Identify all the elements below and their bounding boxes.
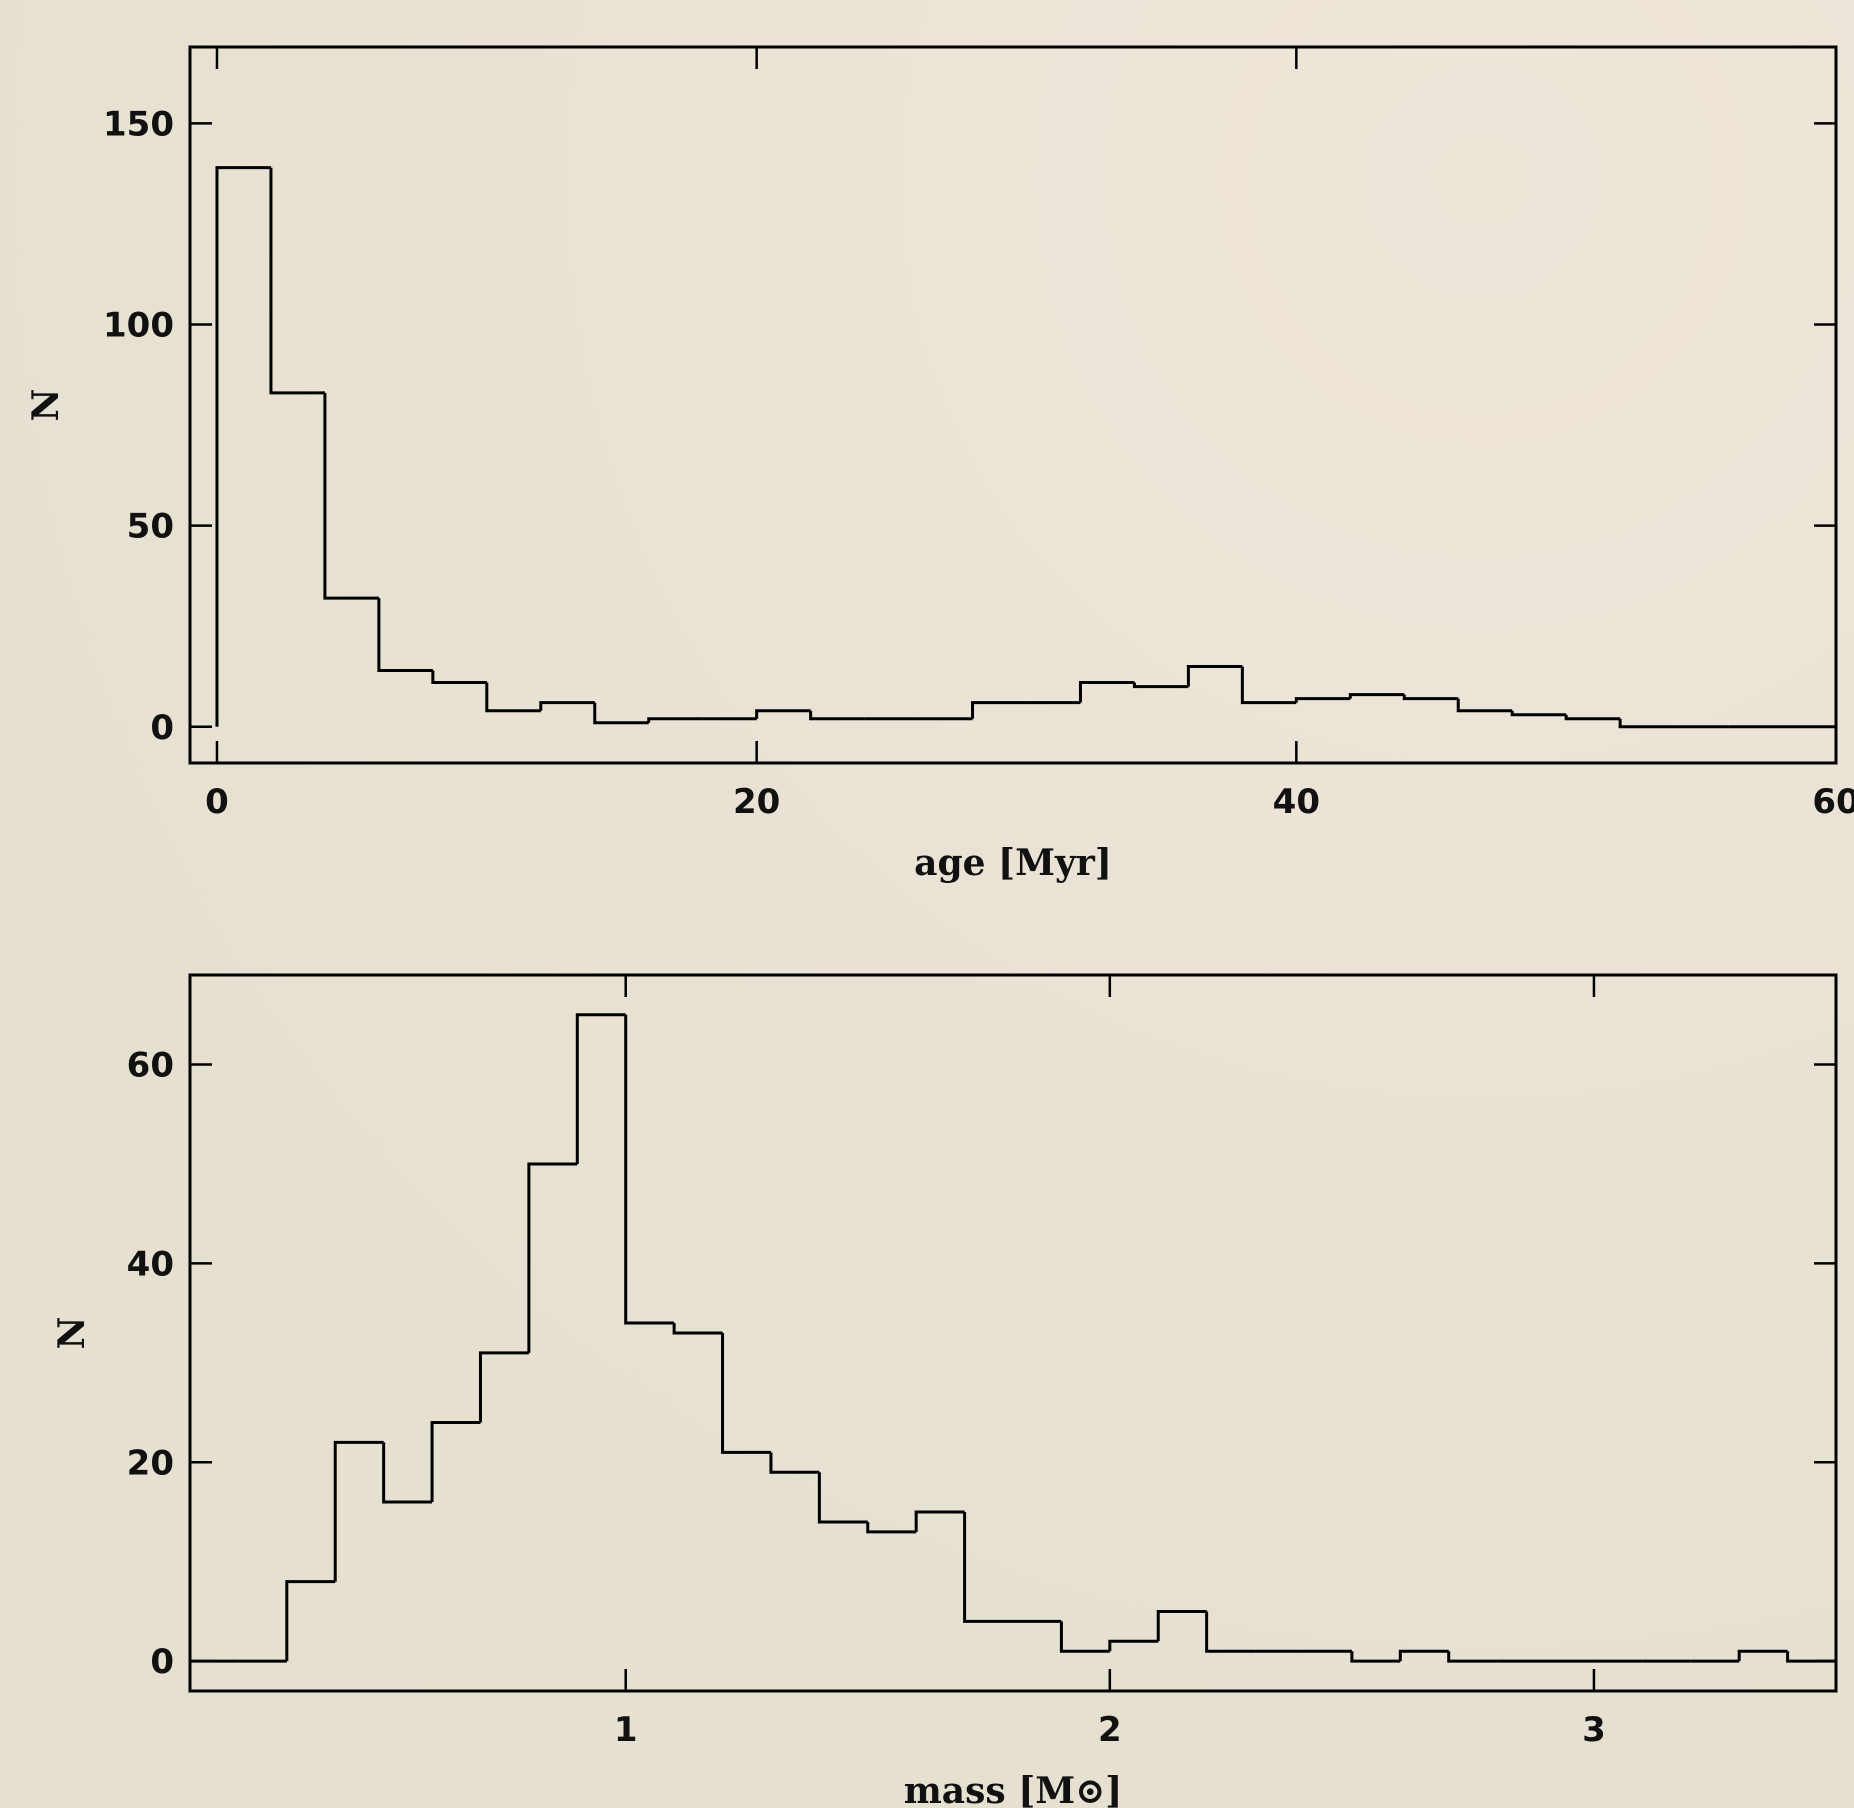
- histogram-bin: [1134, 683, 1188, 687]
- x-tick-label: 2: [1098, 1710, 1122, 1750]
- histogram-bin: [1566, 715, 1620, 719]
- histogram-bin: [757, 711, 811, 719]
- histogram-bin: [1512, 711, 1566, 715]
- histogram-bin: [487, 683, 541, 711]
- histogram-bin: [916, 1512, 964, 1532]
- histogram-bin: [626, 1015, 674, 1323]
- x-axis-label: age [Myr]: [914, 842, 1112, 884]
- histogram-bin: [325, 393, 379, 598]
- histogram-bin: [384, 1442, 432, 1502]
- y-axis-label: N: [51, 1317, 93, 1350]
- x-axis-label: mass [M⊙]: [904, 1770, 1123, 1808]
- histogram-bin: [1449, 1651, 1497, 1661]
- histogram-bin: [1296, 699, 1350, 703]
- x-tick-label: 3: [1582, 1710, 1606, 1750]
- histogram-bin: [1788, 1651, 1836, 1661]
- histogram-bin: [432, 1423, 480, 1503]
- histogram-bin: [379, 598, 433, 670]
- y-tick-label: 40: [127, 1244, 174, 1284]
- histogram-bin: [771, 1452, 819, 1472]
- histogram-bin: [287, 1582, 335, 1662]
- histogram-bin: [1158, 1611, 1206, 1641]
- y-tick-label: 60: [127, 1046, 174, 1086]
- histogram-bin: [1207, 1611, 1255, 1651]
- histogram-bin: [1620, 719, 1674, 727]
- histogram-bin: [1350, 695, 1404, 699]
- histogram-bin: [811, 711, 865, 719]
- x-tick-label: 60: [1812, 782, 1854, 822]
- histogram-bin: [541, 703, 595, 711]
- histogram-bin: [868, 1522, 916, 1532]
- y-tick-label: 150: [103, 104, 174, 144]
- y-tick-label: 0: [150, 1642, 174, 1682]
- histogram-bin: [1458, 699, 1512, 711]
- plot-frame: [190, 975, 1836, 1691]
- histogram-bin: [1404, 695, 1458, 699]
- histogram-bin: [433, 670, 487, 682]
- histogram-bin: [819, 1472, 867, 1522]
- histogram-bin: [649, 719, 703, 723]
- histogram-bin: [1400, 1651, 1448, 1661]
- y-tick-label: 50: [127, 507, 174, 547]
- histogram-bin: [1080, 683, 1134, 703]
- y-tick-label: 20: [127, 1443, 174, 1483]
- histogram-bin: [1061, 1621, 1109, 1651]
- histogram-bin: [723, 1333, 771, 1452]
- figure: 0 20 40 60 0 50 100 150 age [Myr] N 1 2 3 0 20 40 60 mass…: [0, 0, 1854, 1808]
- histogram-bin: [480, 1353, 528, 1423]
- histogram-bin: [595, 703, 649, 723]
- x-tick-label: 1: [614, 1710, 638, 1750]
- histogram-bin: [529, 1164, 577, 1353]
- histogram-bin: [965, 1512, 1013, 1621]
- histogram-bin: [217, 168, 271, 727]
- plot-frame: [190, 47, 1836, 763]
- histogram-bin: [1242, 666, 1296, 702]
- histogram-bin: [1352, 1651, 1400, 1661]
- y-tick-label: 0: [150, 708, 174, 748]
- x-tick-label: 40: [1273, 782, 1320, 822]
- histogram-bin: [674, 1323, 722, 1333]
- histogram-bin: [271, 168, 325, 393]
- x-tick-label: 0: [205, 782, 229, 822]
- histogram-bin: [1188, 666, 1242, 686]
- histogram-bin: [577, 1015, 625, 1164]
- y-tick-label: 100: [103, 306, 174, 346]
- histogram-bin: [335, 1442, 383, 1581]
- histogram-bin: [1110, 1641, 1158, 1651]
- histogram-bin: [973, 703, 1027, 719]
- x-tick-label: 20: [733, 782, 780, 822]
- histogram-bin: [1739, 1651, 1787, 1661]
- y-axis-label: N: [25, 389, 67, 422]
